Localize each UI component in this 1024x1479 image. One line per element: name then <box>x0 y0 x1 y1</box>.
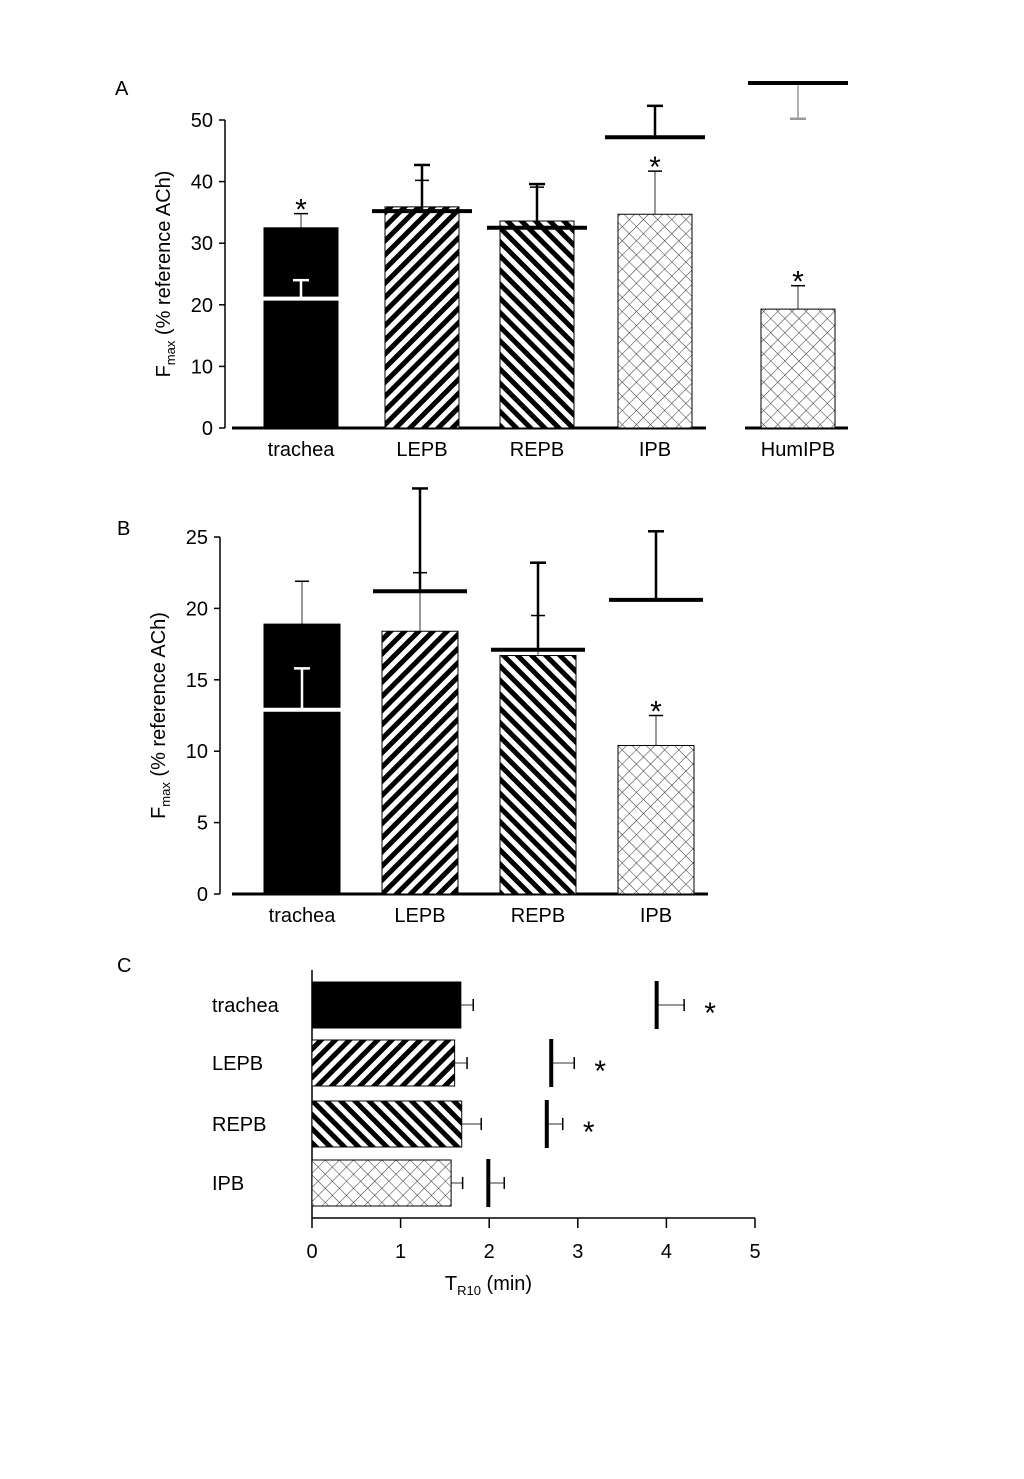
x-tick-label: 0 <box>306 1241 317 1263</box>
x-tick-label: IPB <box>639 439 671 461</box>
panel-label: A <box>115 78 129 100</box>
bar <box>760 308 836 429</box>
bar <box>263 227 339 429</box>
bar <box>263 623 341 895</box>
x-tick-label: REPB <box>510 439 564 461</box>
y-axis-label-main: F <box>153 365 175 377</box>
y-tick-label: 20 <box>186 598 208 620</box>
y-tick-label: 5 <box>197 813 208 835</box>
x-tick-label: REPB <box>511 905 565 927</box>
y-axis-label-main: F <box>148 807 170 819</box>
x-tick-label: LEPB <box>396 439 447 461</box>
x-tick-label: HumIPB <box>761 439 835 461</box>
annotation: * <box>704 997 716 1030</box>
x-tick-label: IPB <box>640 905 672 927</box>
bar <box>311 1039 456 1087</box>
bar <box>381 630 459 895</box>
y-tick-label: 10 <box>191 356 213 378</box>
y-axis-label-rest: (% reference ACh) <box>148 612 170 782</box>
annotation: * <box>649 151 661 184</box>
annotation: * <box>650 696 662 729</box>
y-tick-label: 50 <box>191 110 213 132</box>
y-tick-label: LEPB <box>212 1053 263 1075</box>
x-tick-label: 2 <box>484 1241 495 1263</box>
annotation: * <box>792 266 804 299</box>
y-tick-label: trachea <box>212 995 280 1017</box>
x-tick-label: 4 <box>661 1241 672 1263</box>
x-axis-label-main: T <box>445 1273 457 1295</box>
x-tick-label: trachea <box>269 905 337 927</box>
bar <box>311 1159 452 1207</box>
y-tick-label: 25 <box>186 527 208 549</box>
bar <box>384 206 460 429</box>
bar <box>499 655 577 895</box>
y-tick-label: 15 <box>186 670 208 692</box>
y-tick-label: IPB <box>212 1173 244 1195</box>
bar <box>311 1100 463 1148</box>
x-tick-label: 3 <box>572 1241 583 1263</box>
y-tick-label: 30 <box>191 233 213 255</box>
x-tick-label: 5 <box>749 1241 760 1263</box>
annotation: * <box>295 194 307 227</box>
y-tick-label: 40 <box>191 172 213 194</box>
x-axis-label-sub: R10 <box>457 1283 481 1298</box>
x-axis-label-rest: (min) <box>481 1273 532 1295</box>
panel-label: B <box>117 518 130 540</box>
x-tick-label: 1 <box>395 1241 406 1263</box>
y-tick-label: 20 <box>191 295 213 317</box>
x-tick-label: trachea <box>268 439 336 461</box>
annotation: * <box>583 1116 595 1149</box>
y-axis-label: Fmax (% reference ACh) <box>153 171 178 378</box>
bar <box>311 981 462 1029</box>
x-tick-label: LEPB <box>394 905 445 927</box>
bar <box>617 744 695 895</box>
annotation: * <box>594 1055 606 1088</box>
y-axis-label-sub: max <box>158 782 173 807</box>
panel-label: C <box>117 955 131 977</box>
y-tick-label: 0 <box>197 884 208 906</box>
bar <box>499 220 575 429</box>
y-tick-label: REPB <box>212 1114 266 1136</box>
x-axis-label: TR10 (min) <box>445 1273 532 1298</box>
y-tick-label: 0 <box>202 418 213 440</box>
y-axis-label: Fmax (% reference ACh) <box>148 612 173 819</box>
y-tick-label: 10 <box>186 741 208 763</box>
y-axis-label-sub: max <box>163 340 178 365</box>
y-axis-label-rest: (% reference ACh) <box>153 171 175 341</box>
bar <box>617 213 693 429</box>
